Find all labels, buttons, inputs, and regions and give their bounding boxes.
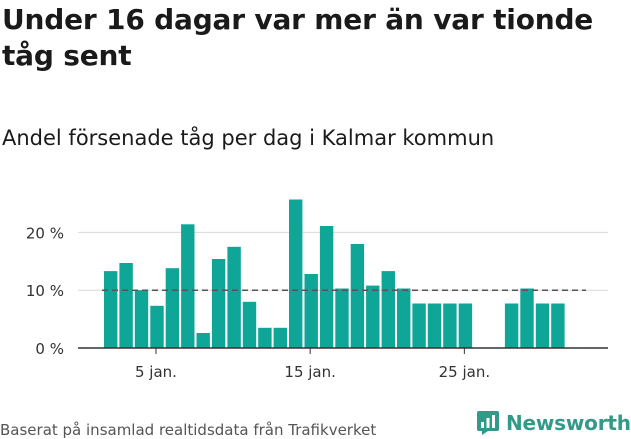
newsworthy-logo[interactable]: Newsworthy — [476, 408, 631, 438]
bar[interactable] — [412, 303, 426, 349]
bar[interactable] — [551, 303, 565, 349]
chart-title: Under 16 dagar var mer än var tionde tåg… — [2, 3, 594, 72]
bar[interactable] — [211, 259, 226, 348]
bar[interactable] — [196, 333, 210, 348]
bar[interactable] — [350, 244, 365, 348]
bar[interactable] — [242, 301, 257, 348]
bar-chart: 0 % 10 % 20 % 5 jan. 15 jan. 25 jan. — [26, 199, 608, 381]
bar[interactable] — [227, 246, 241, 348]
bar[interactable] — [366, 285, 380, 348]
bar[interactable] — [504, 303, 519, 349]
y-tick-label: 0 % — [35, 340, 64, 358]
bar[interactable] — [150, 305, 164, 348]
bar[interactable] — [535, 303, 550, 349]
bar[interactable] — [335, 288, 349, 349]
bar[interactable] — [319, 226, 334, 348]
bar[interactable] — [273, 327, 287, 348]
bars — [104, 199, 565, 349]
bar[interactable] — [165, 268, 180, 348]
bar[interactable] — [134, 290, 149, 348]
x-tick-label: 15 jan. — [284, 363, 336, 381]
bar[interactable] — [458, 303, 473, 349]
bar[interactable] — [397, 288, 411, 349]
chart-subtitle: Andel försenade tåg per dag i Kalmar kom… — [2, 126, 495, 150]
y-tick-label: 20 % — [26, 224, 64, 242]
bar[interactable] — [104, 271, 118, 348]
bar[interactable] — [258, 327, 272, 348]
axes: 5 jan. 15 jan. 25 jan. — [78, 347, 608, 381]
x-tick-label: 5 jan. — [135, 363, 177, 381]
y-tick-label: 10 % — [26, 282, 64, 300]
x-tick-label: 25 jan. — [439, 363, 491, 381]
source-note: Baserat på insamlad realtidsdata från Tr… — [0, 421, 377, 439]
bar[interactable] — [119, 263, 133, 348]
bar[interactable] — [381, 271, 395, 348]
bar[interactable] — [289, 199, 303, 349]
bar[interactable] — [181, 224, 195, 348]
bar[interactable] — [304, 274, 318, 348]
bar[interactable] — [520, 288, 534, 349]
brand-name: Newsworthy — [506, 411, 631, 435]
newsworthy-logo-icon — [477, 411, 499, 435]
bar[interactable] — [427, 303, 442, 349]
bar[interactable] — [443, 303, 457, 349]
